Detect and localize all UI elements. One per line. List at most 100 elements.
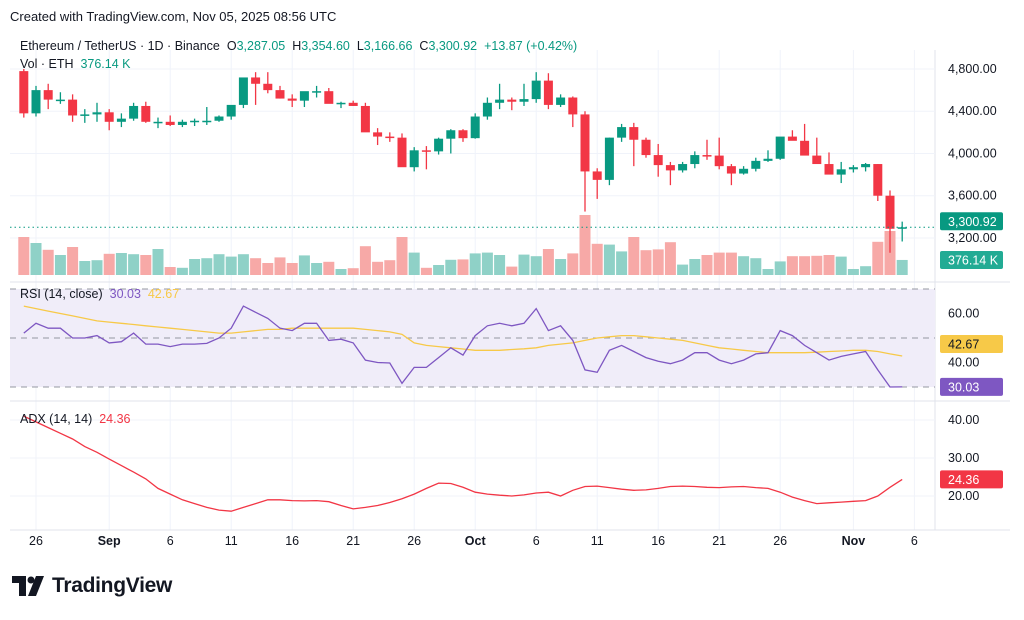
volume-bar bbox=[738, 256, 750, 275]
rsi-ma-tag: 42.67 bbox=[948, 337, 979, 351]
volume-bar bbox=[115, 253, 127, 275]
price-tick-label: 3,600.00 bbox=[948, 189, 997, 203]
x-tick-label: Oct bbox=[465, 534, 487, 548]
candle-body bbox=[470, 116, 480, 139]
close-label: C bbox=[419, 39, 429, 53]
candle-body bbox=[312, 91, 322, 93]
rsi-tick-label: 60.00 bbox=[948, 307, 979, 321]
adx-tick-label: 30.00 bbox=[948, 451, 979, 465]
rsi-tag: 30.03 bbox=[948, 380, 979, 394]
x-tick-label: 11 bbox=[591, 534, 604, 548]
candle-body bbox=[177, 121, 187, 125]
candle-body bbox=[568, 97, 578, 115]
candle-body bbox=[836, 169, 846, 175]
volume-bar bbox=[164, 267, 176, 275]
candle-body bbox=[653, 155, 663, 166]
volume-bar bbox=[555, 259, 567, 275]
volume-legend: Vol · ETH 376.14 K bbox=[20, 57, 131, 71]
candle-body bbox=[592, 171, 602, 180]
candle-body bbox=[299, 91, 309, 101]
low-value: 3,166.66 bbox=[363, 39, 413, 53]
candle-body bbox=[617, 127, 627, 138]
volume-label[interactable]: Vol · ETH bbox=[20, 57, 74, 71]
symbol-title[interactable]: Ethereum / TetherUS · 1D · Binance bbox=[20, 39, 220, 53]
candle-body bbox=[897, 227, 907, 229]
volume-tag: 376.14 K bbox=[948, 254, 999, 268]
volume-bar bbox=[664, 242, 676, 275]
volume-bar bbox=[860, 266, 872, 275]
volume-bar bbox=[457, 259, 469, 275]
candle-body bbox=[556, 97, 566, 105]
candle-body bbox=[763, 158, 773, 161]
candle-body bbox=[812, 155, 822, 165]
price-tick-label: 3,200.00 bbox=[948, 231, 997, 245]
volume-bar bbox=[689, 259, 701, 275]
volume-bar bbox=[725, 252, 737, 275]
low-label: L bbox=[356, 39, 364, 53]
x-tick-label: Sep bbox=[98, 534, 121, 548]
tradingview-logo[interactable]: TradingView bbox=[12, 574, 172, 598]
volume-bar bbox=[103, 253, 115, 275]
candle-body bbox=[251, 77, 261, 84]
candle-body bbox=[360, 105, 370, 133]
logo-text: TradingView bbox=[52, 574, 173, 597]
candle-body bbox=[43, 90, 53, 100]
x-tick-label: 16 bbox=[651, 534, 665, 548]
candle-body bbox=[190, 120, 200, 123]
volume-bar bbox=[201, 258, 213, 275]
volume-bar bbox=[652, 249, 664, 275]
volume-bar bbox=[469, 253, 481, 275]
rsi-legend: RSI (14, close) 30.03 42.67 bbox=[20, 287, 179, 301]
adx-label[interactable]: ADX (14, 14) bbox=[20, 412, 93, 426]
candle-body bbox=[19, 71, 29, 114]
volume-bar bbox=[335, 269, 347, 275]
candle-body bbox=[629, 127, 639, 140]
volume-bar bbox=[67, 247, 79, 275]
x-tick-label: 6 bbox=[167, 534, 174, 548]
candle-body bbox=[543, 80, 553, 105]
adx-value: 24.36 bbox=[99, 412, 131, 426]
candle-body bbox=[263, 83, 273, 91]
candle-body bbox=[104, 112, 114, 122]
volume-bar bbox=[445, 259, 457, 275]
volume-bar bbox=[799, 256, 811, 275]
volume-bar bbox=[30, 243, 42, 275]
adx-tag-bg bbox=[940, 470, 1003, 489]
candle-body bbox=[116, 118, 126, 122]
candle-body bbox=[775, 136, 785, 159]
rsi-label[interactable]: RSI (14, close) bbox=[20, 287, 103, 301]
candle-body bbox=[55, 99, 65, 102]
x-tick-label: 16 bbox=[285, 534, 299, 548]
volume-bar bbox=[359, 246, 371, 275]
candle-body bbox=[641, 139, 651, 156]
candle-body bbox=[238, 77, 248, 105]
volume-bar bbox=[701, 255, 713, 275]
candles bbox=[19, 69, 907, 253]
x-tick-label: 6 bbox=[911, 534, 918, 548]
symbol-legend: Ethereum / TetherUS · 1D · Binance O3,28… bbox=[20, 39, 577, 53]
price-tick-label: 4,000.00 bbox=[948, 146, 997, 160]
volume-bar bbox=[140, 255, 152, 275]
candle-body bbox=[665, 165, 675, 171]
adx-legend: ADX (14, 14) 24.36 bbox=[20, 412, 131, 426]
candle-body bbox=[531, 80, 541, 100]
volume-bar bbox=[384, 260, 396, 275]
volume-bar bbox=[286, 263, 298, 275]
price-tick-label: 4,800.00 bbox=[948, 62, 997, 76]
candle-body bbox=[787, 136, 797, 141]
candle-body bbox=[824, 164, 834, 175]
volume-bar bbox=[79, 261, 91, 275]
candle-body bbox=[421, 150, 431, 152]
candle-body bbox=[446, 130, 456, 139]
adx-line bbox=[23, 415, 903, 512]
volume-bar bbox=[225, 256, 237, 275]
rsi-value: 30.03 bbox=[109, 287, 141, 301]
x-tick-label: 11 bbox=[225, 534, 238, 548]
candle-body bbox=[141, 105, 151, 122]
candle-body bbox=[202, 120, 212, 123]
candle-body bbox=[873, 164, 883, 196]
volume-bar bbox=[518, 254, 530, 275]
open-value: 3,287.05 bbox=[236, 39, 286, 53]
open-label: O bbox=[226, 39, 237, 53]
